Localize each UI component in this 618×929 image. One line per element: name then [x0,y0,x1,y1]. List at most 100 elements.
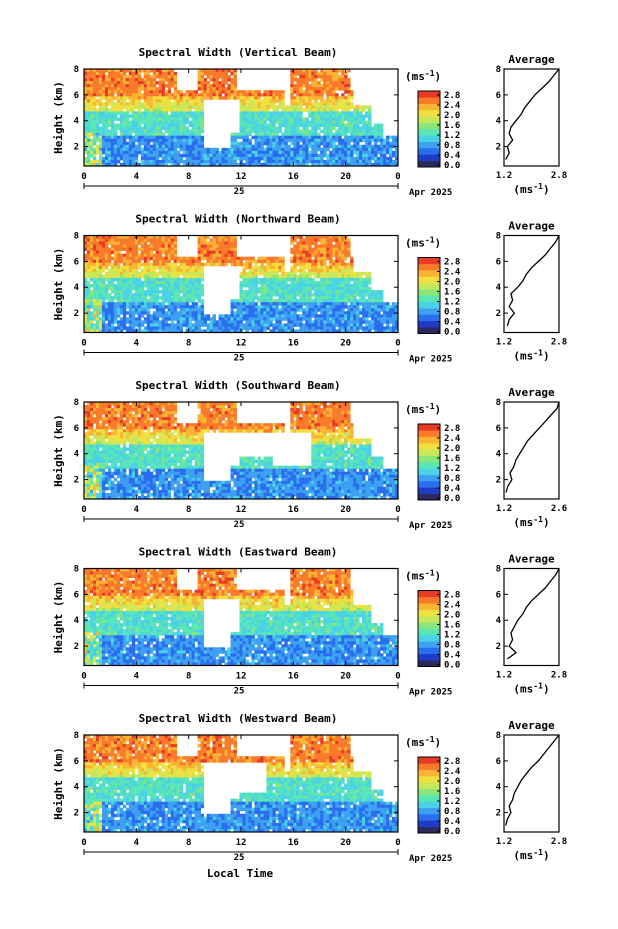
heatmap-cell [248,102,252,106]
heatmap-cell [92,105,97,109]
heatmap-cell [128,317,133,321]
heatmap-cell [305,93,309,97]
heatmap-cell [164,93,169,97]
heatmap-cell [116,241,121,245]
heatmap-cell [308,280,312,285]
heatmap-cell [113,153,118,158]
heatmap-cell [251,284,255,288]
heatmap-cell [260,114,264,118]
heatmap-cell [134,268,139,273]
heatmap-cell [176,274,181,279]
heatmap-cell [179,296,184,300]
heatmap-cell [359,147,363,152]
x-tick-label: 20 [340,172,351,182]
heatmap-cell [95,320,100,324]
heatmap-cell [323,120,327,124]
heatmap-cell [221,247,225,252]
heatmap-cell [323,78,327,82]
heatmap-cell [155,299,160,303]
heatmap-cell [317,244,321,249]
heatmap-cell [86,69,91,73]
heatmap-cell [224,90,228,94]
heatmap-cell [233,302,237,306]
heatmap-cell [197,326,202,330]
heatmap-cell [269,265,273,270]
heatmap-cell [242,150,246,155]
heatmap-cell [146,302,151,306]
heatmap-cell [107,305,112,309]
heatmap-cell [167,314,172,318]
heatmap-cell [329,308,333,312]
heatmap-cell [284,138,288,143]
heatmap-cell [338,299,342,303]
heatmap-cell [356,120,360,124]
heatmap-cell [89,105,94,109]
heatmap-cell [269,90,273,94]
heatmap-cell [137,329,142,333]
heatmap-cell [242,105,246,109]
heatmap-cell [170,135,175,140]
heatmap-cell [290,150,294,155]
heatmap-cell [230,69,234,73]
heatmap-cell [242,314,246,318]
heatmap-cell [122,135,127,140]
heatmap-cell [221,96,225,100]
heatmap-cell [308,250,312,255]
heatmap-cell [269,274,273,279]
heatmap-cell [92,296,97,300]
heatmap-cell [323,105,327,109]
heatmap-cell [113,308,118,312]
heatmap-cell [200,126,205,131]
heatmap-cell [194,156,199,161]
heatmap-cell [137,90,142,94]
heatmap-cell [341,256,345,261]
heatmap-cell [116,135,121,140]
heatmap-cell [221,329,225,333]
heatmap-cell [341,293,345,297]
heatmap-cell [113,96,118,100]
heatmap-cell [200,117,205,121]
heatmap-cell [125,259,130,264]
heatmap-cell [137,141,142,146]
heatmap-cell [263,320,267,324]
heatmap-cell [341,250,345,255]
heatmap-cell [299,235,303,239]
heatmap-cell [119,271,124,276]
heatmap-cell [374,162,378,167]
heatmap-cell [260,293,264,297]
heatmap-cell [287,311,291,315]
heatmap-cell [161,326,166,330]
heatmap-cell [104,81,109,85]
heatmap-cell [215,244,219,249]
heatmap-cell [296,235,300,239]
heatmap-cell [320,90,324,94]
heatmap-cell [167,96,172,100]
heatmap-cell [101,81,106,85]
heatmap-cell [209,326,213,330]
heatmap-cell [86,241,91,245]
heatmap-cell [101,96,106,100]
heatmap-cell [89,259,94,264]
heatmap-cell [329,250,333,255]
heatmap-cell [134,159,139,164]
heatmap-cell [176,135,181,140]
heatmap-cell [191,123,196,127]
heatmap-cell [371,129,375,134]
heatmap-cell [122,311,127,315]
heatmap-cell [332,296,336,300]
heatmap-cell [248,287,252,291]
heatmap-cell [230,144,234,149]
heatmap-cell [131,111,136,115]
heatmap-cell [122,129,127,134]
heatmap-cell [335,147,339,152]
heatmap-cell [221,147,225,152]
heatmap-cell [101,323,106,327]
heatmap-cell [122,126,127,131]
heatmap-cell [110,284,115,288]
heatmap-cell [125,111,130,115]
heatmap-cell [215,320,219,324]
heatmap-cell [335,153,339,158]
heatmap-cell [392,144,396,149]
heatmap-cell [194,287,199,291]
heatmap-cell [92,317,97,321]
